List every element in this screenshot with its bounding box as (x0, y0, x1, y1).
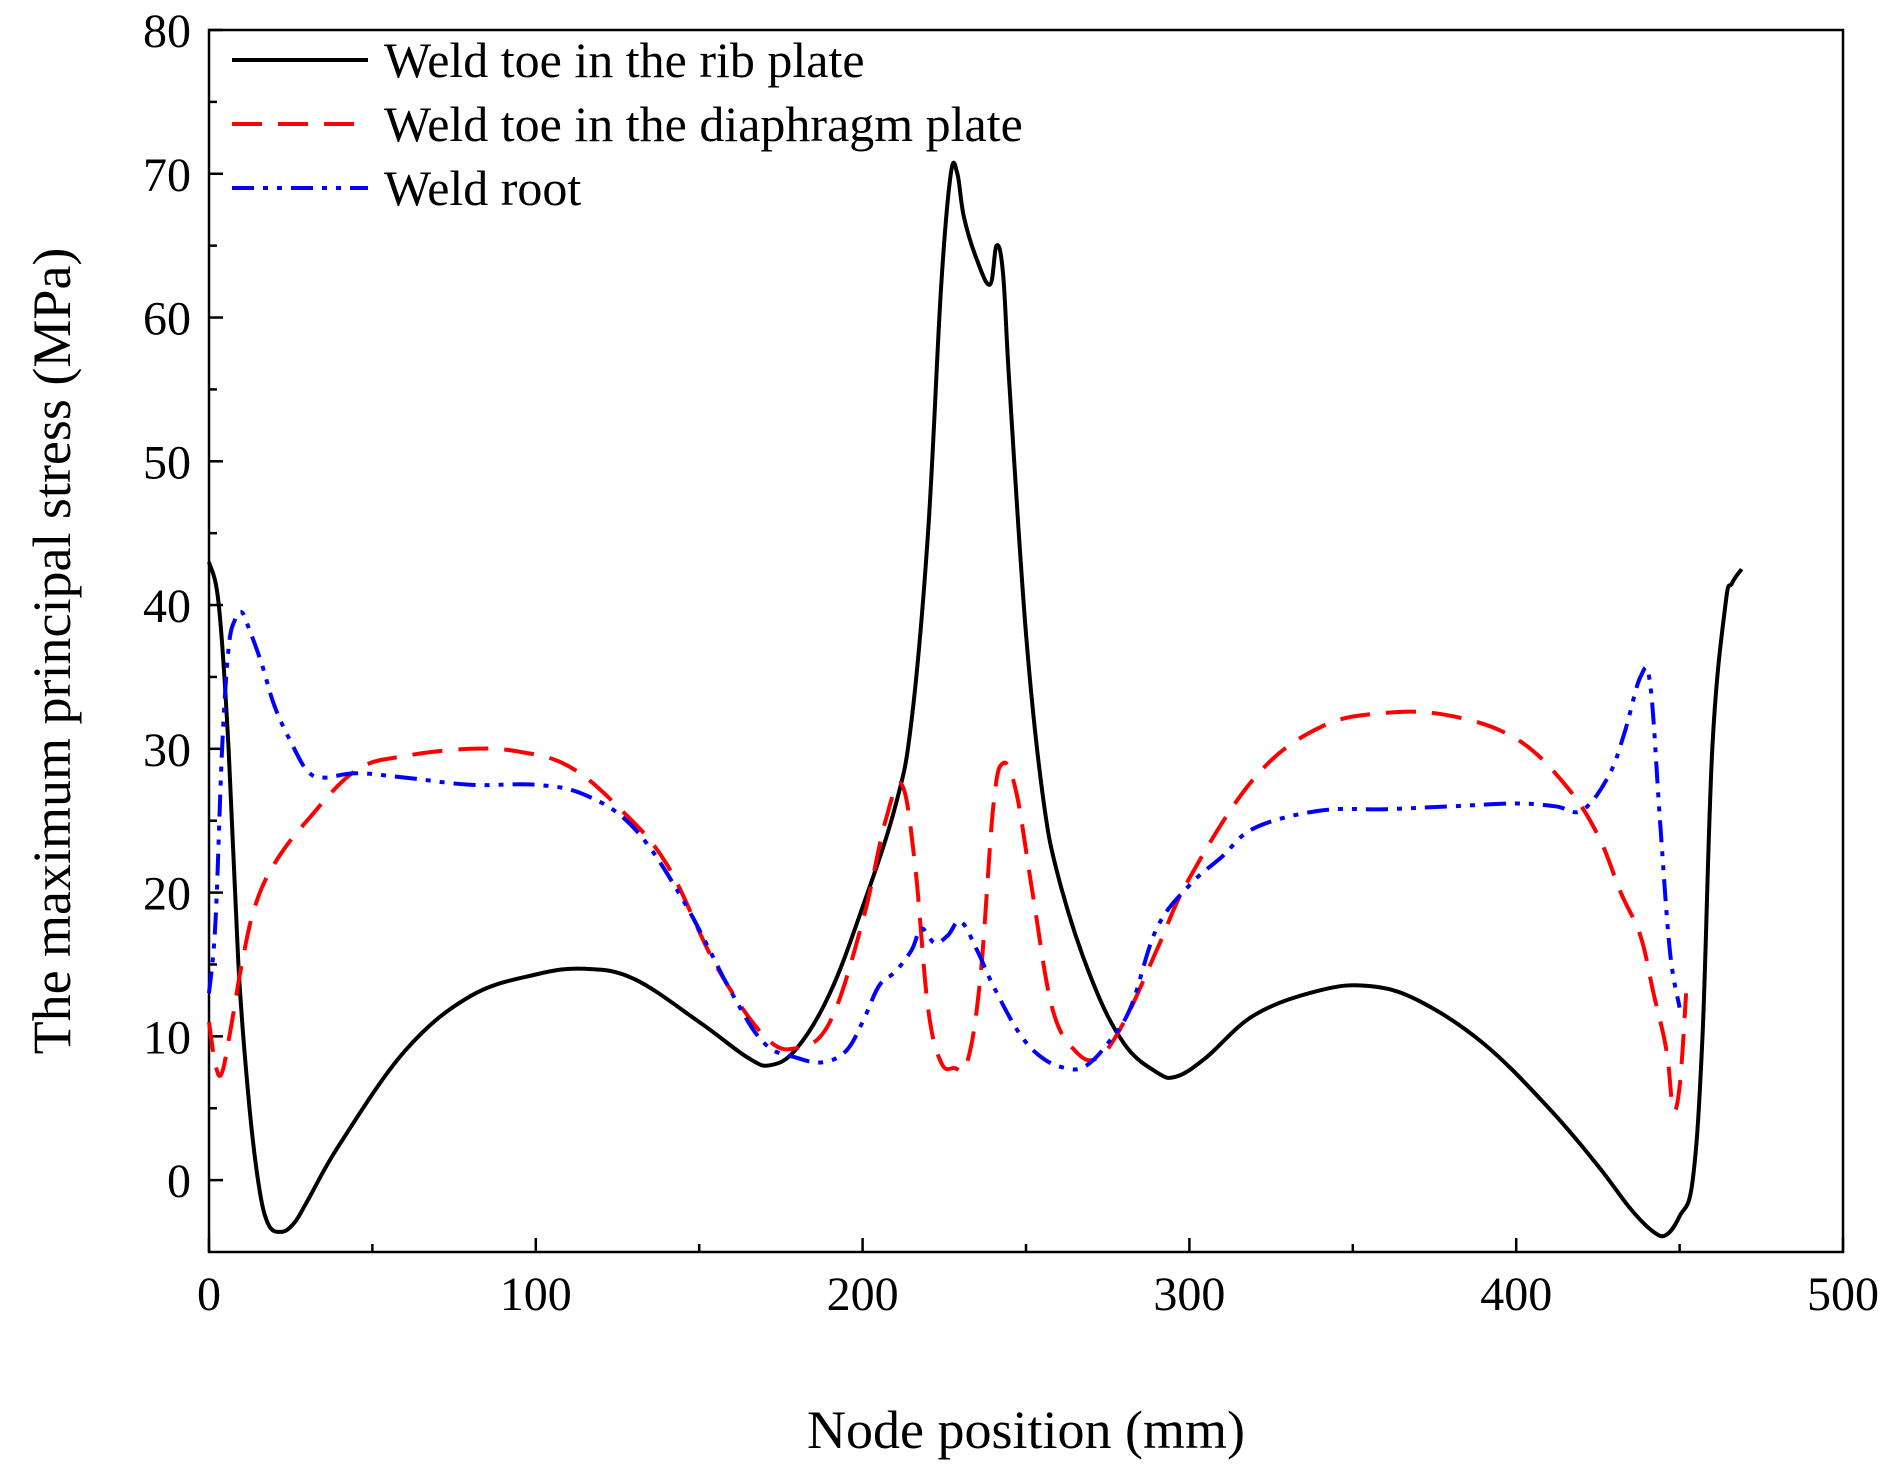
axes-layer: 0 100 200 300 400 500 0 10 20 30 40 50 60 70 80 (143, 5, 1879, 1321)
x-tick-label: 300 (1153, 1268, 1225, 1321)
y-tick-label: 80 (143, 5, 191, 58)
y-axis-label: The maximum principal stress (MPa) (22, 248, 82, 1055)
legend-label: Weld root (384, 160, 581, 216)
y-tick-label: 10 (143, 1011, 191, 1064)
series-weld-toe-rib-plate (207, 160, 1744, 1239)
series-weld-root (207, 609, 1682, 1072)
y-tick-label: 70 (143, 149, 191, 202)
x-tick-label: 500 (1807, 1268, 1879, 1321)
x-axis-label: Node position (mm) (807, 1400, 1245, 1460)
legend-label: Weld toe in the rib plate (384, 32, 865, 88)
series-weld-toe-diaphragm-plate (207, 709, 1689, 1113)
x-tick-label: 0 (197, 1268, 221, 1321)
y-tick-label: 30 (143, 724, 191, 777)
y-tick-label: 40 (143, 580, 191, 633)
series-layer (207, 160, 1744, 1239)
x-tick-label: 100 (500, 1268, 572, 1321)
y-tick-label: 0 (167, 1155, 191, 1208)
y-tick-label: 20 (143, 868, 191, 921)
y-tick-label: 50 (143, 436, 191, 489)
x-tick-label: 200 (827, 1268, 899, 1321)
x-tick-label: 400 (1480, 1268, 1552, 1321)
legend: Weld toe in the rib plate Weld toe in the… (232, 32, 1023, 216)
legend-label: Weld toe in the diaphragm plate (384, 96, 1023, 152)
y-tick-label: 60 (143, 293, 191, 346)
